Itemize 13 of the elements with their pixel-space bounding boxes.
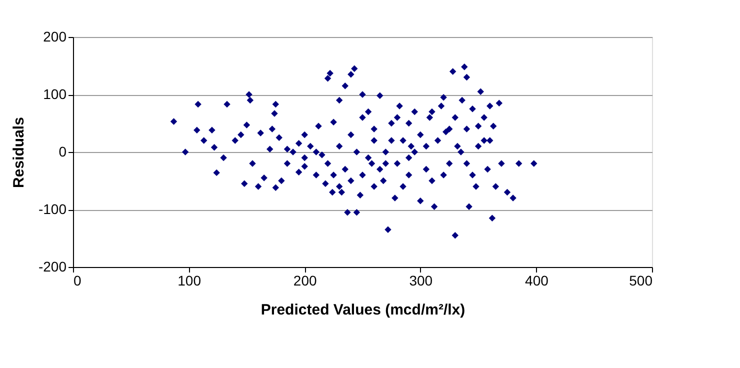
x-tick-label: 300 bbox=[409, 272, 433, 288]
x-tick-label: 400 bbox=[525, 272, 549, 288]
y-tick-label: -100 bbox=[38, 201, 67, 217]
y-tick-label: -200 bbox=[38, 258, 67, 274]
x-tick-label: 200 bbox=[293, 272, 317, 288]
x-tick-label: 0 bbox=[74, 272, 82, 288]
y-tick-label: 200 bbox=[43, 28, 67, 44]
y-axis-title: Residuals bbox=[10, 117, 28, 188]
x-tick-label: 500 bbox=[629, 272, 653, 288]
x-tick-label: 100 bbox=[178, 272, 202, 288]
x-axis-title: Predicted Values (mcd/m²/lx) bbox=[260, 302, 466, 318]
y-tick-label: 0 bbox=[58, 144, 67, 160]
y-tick-label: 100 bbox=[43, 86, 67, 102]
